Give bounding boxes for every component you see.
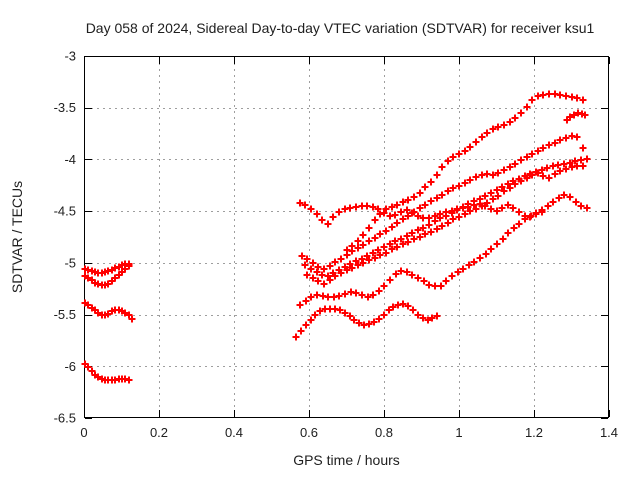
y-tick-label: -5.5 <box>54 307 76 322</box>
y-tick-label: -6.5 <box>54 411 76 426</box>
series-trace-4 <box>81 360 133 384</box>
y-tick-label: -6 <box>64 359 76 374</box>
y-tick-label: -5 <box>64 255 76 270</box>
chart-title: Day 058 of 2024, Sidereal Day-to-day VTE… <box>85 20 595 36</box>
series-trace-3 <box>81 299 136 323</box>
x-tick-label: 0 <box>80 425 87 440</box>
series-trace-8 <box>303 162 587 288</box>
x-tick-label: 0.4 <box>225 425 243 440</box>
series-trace-9 <box>343 90 587 254</box>
series-trace-12 <box>292 300 441 341</box>
y-tick-label: -3 <box>64 49 76 64</box>
y-tick-label: -3.5 <box>54 100 76 115</box>
x-axis-label: GPS time / hours <box>293 452 400 468</box>
x-tick-label: 1 <box>455 425 462 440</box>
x-tick-label: 0.2 <box>150 425 168 440</box>
series-trace-11 <box>296 191 591 309</box>
tick-labels: 0 0.2 0.4 0.6 0.8 1 1.2 1.4 -3 -3.5 -4 -4.5 -5 -5.5 -6… <box>54 49 618 441</box>
series-trace-10 <box>563 109 589 124</box>
x-tick-label: 1.4 <box>600 425 618 440</box>
gridlines <box>85 57 608 417</box>
y-tick-label: -4 <box>64 152 76 167</box>
plot-border <box>84 56 610 419</box>
y-tick-label: -4.5 <box>54 204 76 219</box>
series-trace-7 <box>301 155 591 280</box>
x-tick-label: 1.2 <box>525 425 543 440</box>
series-trace-5 <box>296 199 546 228</box>
x-tick-label: 0.6 <box>300 425 318 440</box>
series-trace-6 <box>298 132 587 273</box>
series-trace-1 <box>81 260 133 277</box>
x-tick-label: 0.8 <box>375 425 393 440</box>
series-trace-2 <box>81 262 133 289</box>
